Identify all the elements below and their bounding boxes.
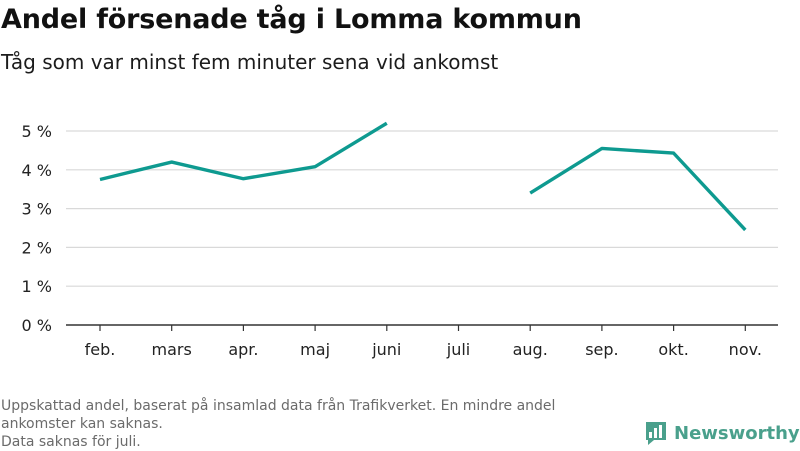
footnote-line-1: Uppskattad andel, baserat på insamlad da… bbox=[1, 398, 556, 414]
gridlines bbox=[66, 130, 778, 287]
y-tick-label: 2 % bbox=[22, 238, 52, 257]
x-tick-label: nov. bbox=[729, 340, 762, 359]
x-tick-label: juli bbox=[446, 340, 470, 359]
x-tick-label: apr. bbox=[228, 340, 258, 359]
y-tick-label: 0 % bbox=[22, 316, 52, 335]
y-axis-tick-labels: 0 % 1 % 2 % 3 % 4 % 5 % bbox=[22, 122, 52, 335]
x-tick-label: sep. bbox=[585, 340, 618, 359]
series-lines bbox=[99, 121, 747, 232]
y-tick-label: 4 % bbox=[22, 161, 52, 180]
x-axis bbox=[66, 324, 778, 331]
x-tick-label: maj bbox=[300, 340, 330, 359]
x-axis-tick-labels: feb. mars apr. maj juni juli aug. sep. okt. nov. bbox=[85, 340, 762, 359]
y-tick-label: 5 % bbox=[22, 122, 52, 141]
bar-chart-logo-icon bbox=[646, 422, 666, 445]
x-tick-label: juni bbox=[371, 340, 401, 359]
series-line-segment bbox=[529, 146, 747, 232]
footnote-line-3: Data saknas för juli. bbox=[1, 434, 141, 450]
y-tick-label: 1 % bbox=[22, 277, 52, 296]
chart-subtitle: Tåg som var minst fem minuter sena vid a… bbox=[1, 50, 499, 74]
x-tick-label: aug. bbox=[513, 340, 548, 359]
brand-name: Newsworthy bbox=[674, 422, 800, 444]
chart-footnote: Uppskattad andel, baserat på insamlad da… bbox=[1, 397, 641, 451]
x-tick-label: feb. bbox=[85, 340, 116, 359]
y-tick-label: 3 % bbox=[22, 200, 52, 219]
newsworthy-logo: Newsworthy bbox=[644, 419, 800, 447]
x-tick-label: okt. bbox=[658, 340, 688, 359]
chart-title: Andel försenade tåg i Lomma kommun bbox=[1, 4, 582, 35]
series-line-segment bbox=[99, 121, 388, 182]
footnote-line-2: ankomster kan saknas. bbox=[1, 416, 163, 432]
x-tick-label: mars bbox=[152, 340, 192, 359]
